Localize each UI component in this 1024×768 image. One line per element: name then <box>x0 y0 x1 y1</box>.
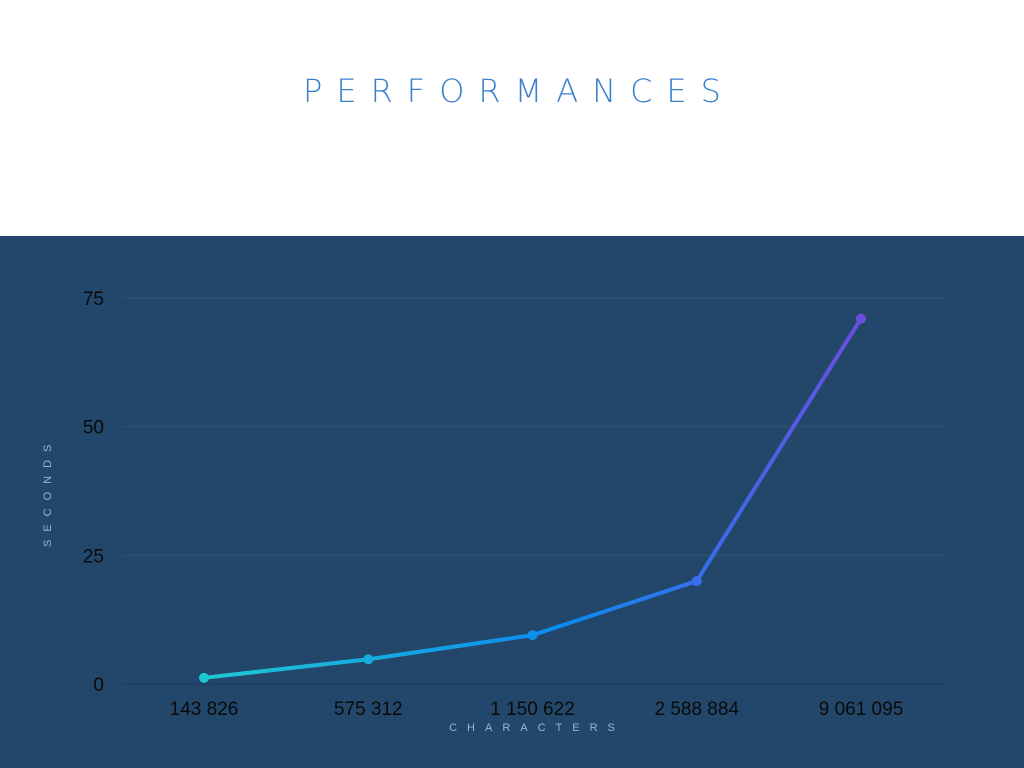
x-tick-label: 2 588 884 <box>654 699 739 720</box>
y-tick-labels: 0 25 50 75 <box>83 289 104 696</box>
data-point <box>363 654 374 665</box>
series-line <box>202 316 863 680</box>
series-line-group <box>202 316 863 680</box>
x-axis-title: CHARACTERS <box>449 722 625 734</box>
data-point <box>527 630 538 641</box>
grid-lines <box>122 297 944 685</box>
x-tick-label: 575 312 <box>334 699 403 720</box>
chart-panel <box>0 236 1024 768</box>
data-points <box>199 313 866 683</box>
page-title: PERFORMANCES <box>303 72 735 110</box>
header-area: PERFORMANCES <box>0 0 1024 236</box>
data-point <box>199 672 209 683</box>
y-axis-title: SECONDS <box>42 437 54 547</box>
y-tick-label: 50 <box>83 418 104 439</box>
x-tick-labels: 143 826 575 312 1 150 622 2 588 884 9 061 09… <box>170 699 904 720</box>
y-tick-label: 75 <box>83 289 104 310</box>
x-tick-label: 1 150 622 <box>490 699 575 720</box>
data-point <box>856 313 866 324</box>
y-tick-label: 0 <box>93 675 104 696</box>
x-tick-label: 9 061 095 <box>819 699 904 720</box>
x-tick-label: 143 826 <box>170 699 239 720</box>
y-tick-label: 25 <box>83 546 104 567</box>
data-point <box>691 576 702 587</box>
